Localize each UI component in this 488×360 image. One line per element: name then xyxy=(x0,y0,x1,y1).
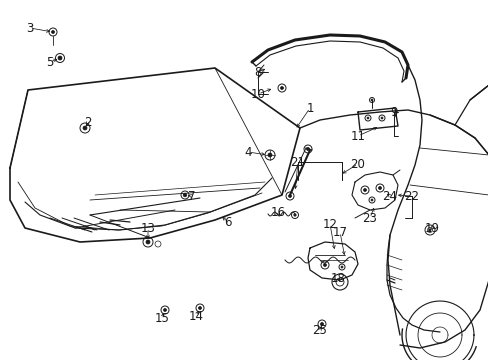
Text: 10: 10 xyxy=(250,87,265,100)
Text: 8: 8 xyxy=(254,66,261,78)
Text: 21: 21 xyxy=(290,156,305,168)
Text: 7: 7 xyxy=(188,189,195,202)
Circle shape xyxy=(363,189,366,192)
Text: 15: 15 xyxy=(154,311,169,324)
Circle shape xyxy=(428,229,430,231)
Text: 13: 13 xyxy=(140,221,155,234)
Circle shape xyxy=(183,193,186,197)
Circle shape xyxy=(306,148,309,150)
Text: 25: 25 xyxy=(312,324,327,337)
Circle shape xyxy=(280,86,283,90)
Circle shape xyxy=(293,214,296,216)
Text: 6: 6 xyxy=(224,216,231,229)
Circle shape xyxy=(323,264,326,266)
Circle shape xyxy=(51,31,54,33)
Text: 9: 9 xyxy=(389,105,397,118)
Circle shape xyxy=(267,153,271,157)
Text: 14: 14 xyxy=(188,310,203,323)
Circle shape xyxy=(83,126,87,130)
Circle shape xyxy=(146,240,150,244)
Text: 18: 18 xyxy=(330,271,345,284)
Circle shape xyxy=(378,186,381,189)
Circle shape xyxy=(198,306,201,310)
Circle shape xyxy=(320,323,323,325)
Text: 12: 12 xyxy=(322,217,337,230)
Text: 17: 17 xyxy=(332,225,347,238)
Text: 16: 16 xyxy=(270,206,285,219)
Circle shape xyxy=(58,56,62,60)
Text: 5: 5 xyxy=(46,55,54,68)
Text: 24: 24 xyxy=(382,189,397,202)
Text: 19: 19 xyxy=(424,221,439,234)
Text: 1: 1 xyxy=(305,102,313,114)
Circle shape xyxy=(380,117,382,119)
Circle shape xyxy=(288,194,291,198)
Text: 23: 23 xyxy=(362,211,377,225)
Circle shape xyxy=(370,99,372,101)
Circle shape xyxy=(163,309,166,311)
Text: 22: 22 xyxy=(404,189,419,202)
Text: 2: 2 xyxy=(84,116,92,129)
Text: 11: 11 xyxy=(350,130,365,143)
Text: 3: 3 xyxy=(26,22,34,35)
Circle shape xyxy=(366,117,368,119)
Circle shape xyxy=(370,199,372,201)
Text: 20: 20 xyxy=(350,158,365,171)
Text: 4: 4 xyxy=(244,145,251,158)
Circle shape xyxy=(340,266,342,268)
